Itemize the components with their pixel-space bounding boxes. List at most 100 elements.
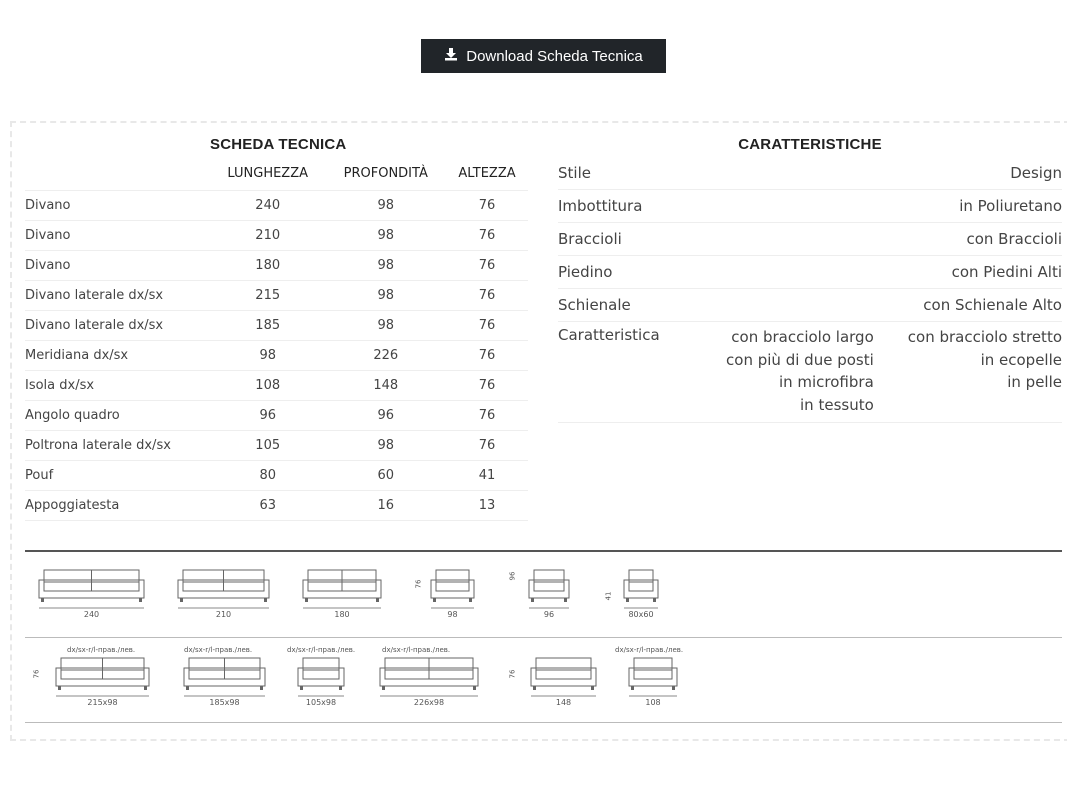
dimensions-table: LUNGHEZZA PROFONDITÀ ALTEZZA Divano 240 98 76 D…	[25, 157, 528, 521]
table-row: Divano laterale dx/sx 185 98 76	[25, 309, 528, 340]
table-cell: 98	[325, 429, 447, 460]
sofa-drawing-icon	[623, 568, 659, 610]
sofa-drawing-icon	[297, 656, 345, 698]
row-value: con Schienale Alto	[923, 296, 1062, 314]
side-note: dx/sx-r/l-прав./лев.	[382, 646, 451, 654]
diagram-caption: 148	[555, 698, 572, 707]
table-cell: Divano laterale dx/sx	[25, 309, 210, 340]
diagram-item: 240	[38, 568, 145, 619]
table-cell: Angolo quadro	[25, 399, 210, 430]
table-cell: 185	[210, 309, 326, 340]
column-header: LUNGHEZZA	[227, 165, 309, 181]
caratteristica-row: Caratteristica con bracciolo largo con pi…	[558, 322, 1062, 423]
height-label: 76	[414, 579, 423, 589]
feature-row: Schienale con Schienale Alto	[558, 289, 1062, 322]
table-cell: 180	[210, 249, 326, 280]
download-label: Download Scheda Tecnica	[466, 47, 643, 65]
diagram-item: 105x98	[297, 656, 345, 707]
table-row: Angolo quadro 96 96 76	[25, 399, 528, 430]
caratteristiche-title: CARATTERISTICHE	[738, 136, 882, 153]
spec-container	[10, 121, 1067, 741]
table-cell: 76	[446, 219, 528, 250]
diagram-item: 108	[628, 656, 678, 707]
diagram-item: 180	[302, 568, 382, 619]
table-cell: Appoggiatesta	[25, 489, 210, 521]
sofa-drawing-icon	[302, 568, 382, 610]
table-cell: 96	[325, 399, 447, 430]
table-row: Divano 180 98 76	[25, 249, 528, 280]
diagram-item: 215x98	[55, 656, 150, 707]
height-label: 76	[32, 669, 41, 679]
diagram-caption: 80x60	[628, 610, 654, 619]
diagram-caption: 180	[334, 610, 350, 619]
divider	[25, 722, 1062, 723]
download-icon	[444, 47, 458, 65]
table-row: Isola dx/sx 108 148 76	[25, 369, 528, 400]
feature-row: Imbottitura in Poliuretano	[558, 190, 1062, 223]
diagram-caption: 210	[215, 610, 232, 619]
diagram-caption: 226x98	[413, 698, 445, 707]
table-cell: 98	[325, 249, 447, 280]
table-cell: 76	[446, 249, 528, 280]
sofa-drawing-icon	[38, 568, 145, 610]
table-cell: 13	[446, 489, 528, 521]
table-cell: 63	[210, 489, 326, 521]
sofa-drawing-icon	[183, 656, 266, 698]
row-value: in Poliuretano	[959, 197, 1062, 215]
height-label: 96	[508, 571, 517, 581]
diagram-item: 226x98	[379, 656, 479, 707]
sofa-drawing-icon	[528, 568, 570, 610]
feature-row: Braccioli con Braccioli	[558, 223, 1062, 256]
table-cell: 98	[325, 279, 447, 310]
diagram-caption: 215x98	[87, 698, 118, 707]
table-cell: Meridiana dx/sx	[25, 339, 210, 370]
column-header: PROFONDITÀ	[343, 165, 428, 181]
divider	[25, 550, 1062, 552]
feature-value: con bracciolo stretto	[907, 328, 1062, 346]
scheda-title: SCHEDA TECNICA	[210, 136, 347, 153]
feature-row: Piedino con Piedini Alti	[558, 256, 1062, 289]
table-row: Divano 210 98 76	[25, 219, 528, 250]
row-value: con Piedini Alti	[951, 263, 1062, 281]
table-cell: Divano	[25, 249, 210, 280]
table-cell: 16	[325, 489, 447, 521]
diagram-item: 80x60	[623, 568, 659, 619]
height-label: 76	[508, 669, 517, 679]
table-cell: 98	[325, 219, 447, 250]
table-cell: 80	[210, 459, 326, 490]
download-scheda-button[interactable]: Download Scheda Tecnica	[421, 39, 666, 73]
row-value: con Braccioli	[966, 230, 1062, 248]
diagram-caption: 105x98	[305, 698, 337, 707]
table-cell: 98	[210, 339, 326, 370]
diagram-item: 185x98	[183, 656, 266, 707]
sofa-drawing-icon	[177, 568, 270, 610]
sofa-drawing-icon	[530, 656, 597, 698]
side-note: dx/sx-r/l-прав./лев.	[287, 646, 356, 654]
row-label: Imbottitura	[558, 197, 643, 215]
table-cell: Divano laterale dx/sx	[25, 279, 210, 310]
table-cell: 105	[210, 429, 326, 460]
scheda-tecnica: SCHEDA TECNICA LUNGHEZZA PROFONDITÀ ALTEZZ…	[25, 133, 528, 521]
feature-value: in tessuto	[800, 395, 874, 414]
table-cell: 76	[446, 309, 528, 340]
diagram-caption: 96	[543, 610, 555, 619]
diagram-item: 98	[430, 568, 475, 619]
side-note: dx/sx-r/l-прав./лев.	[67, 646, 136, 654]
table-cell: Divano	[25, 219, 210, 250]
row-value: Design	[1010, 164, 1062, 182]
feature-value: con più di due posti	[726, 350, 874, 369]
table-cell: Isola dx/sx	[25, 369, 210, 400]
caratteristiche: CARATTERISTICHE Stile Design Imbottitura in…	[558, 133, 1062, 423]
sofa-drawing-icon	[430, 568, 475, 610]
table-cell: 76	[446, 429, 528, 460]
feature-value: in pelle	[1007, 373, 1062, 391]
table-cell: 226	[325, 339, 447, 370]
table-cell: 76	[446, 399, 528, 430]
row-label: Stile	[558, 164, 591, 182]
row-label: Piedino	[558, 263, 613, 281]
table-row: Divano 240 98 76	[25, 189, 528, 220]
table-cell: 240	[210, 189, 326, 220]
row-label: Schienale	[558, 296, 631, 314]
table-cell: 210	[210, 219, 326, 250]
sofa-drawing-icon	[55, 656, 150, 698]
